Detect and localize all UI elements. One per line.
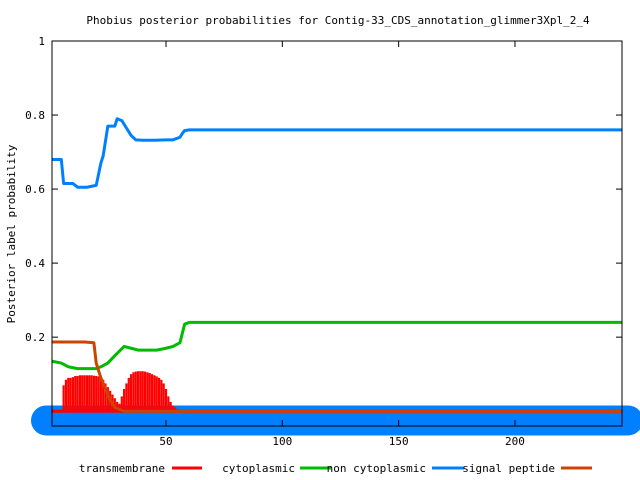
x-tick-label: 150 [389,435,409,448]
legend-label: non cytoplasmic [327,462,426,475]
bar-layer [62,371,179,412]
x-tick-label: 100 [272,435,292,448]
x-tick-label: 50 [159,435,172,448]
line-layer [51,117,622,413]
y-tick-label: 0.6 [25,183,45,196]
legend-label: signal peptide [462,462,555,475]
y-tick-label: 0.4 [25,257,45,270]
chart-title: Phobius posterior probabilities for Cont… [86,14,590,27]
y-tick-label: 0.2 [25,331,45,344]
series-line-2 [51,320,622,371]
legend-label: transmembrane [79,462,165,475]
plot-frame [51,40,623,427]
series-line-3 [52,117,622,189]
y-tick-label: 1 [38,35,45,48]
y-axis-label: Posterior label probability [5,144,18,323]
series-line-4 [52,340,622,413]
x-tick-label: 200 [505,435,525,448]
legend: transmembrane cytoplasmic non cytoplasmic s… [79,462,592,475]
legend-label: cytoplasmic [222,462,295,475]
y-tick-label: 0.8 [25,109,45,122]
tick-layer: 50 100 150 200 0.2 0.4 0.6 0.8 1 [25,35,622,448]
